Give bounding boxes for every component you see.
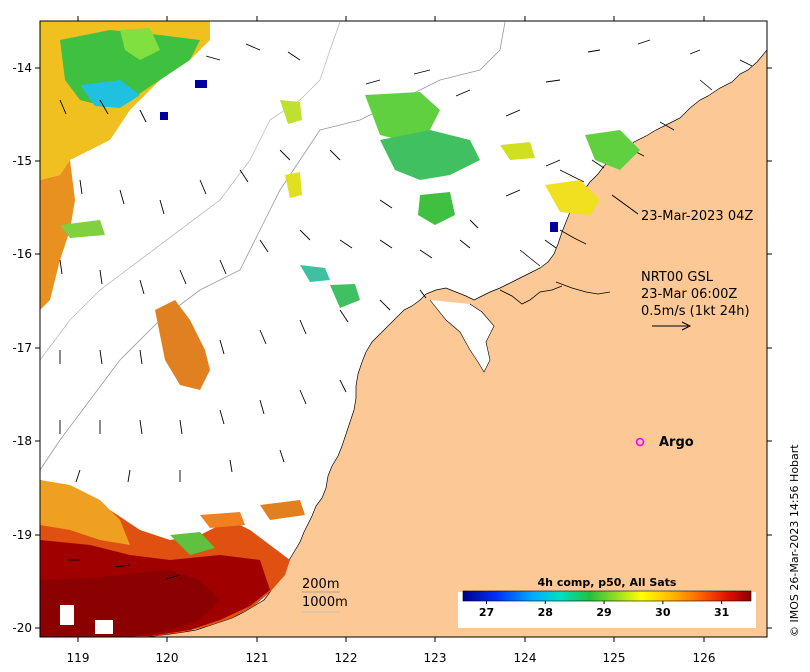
king-sound-inlet — [429, 299, 495, 373]
coast-detail — [519, 229, 587, 267]
current-model-label: NRT00 GSL — [641, 270, 714, 285]
colorbar-tick-label: 28 — [538, 606, 553, 619]
y-tick-label: -19 — [12, 528, 32, 542]
x-tick-label: 122 — [335, 651, 358, 665]
contour-200m-label: 200m — [302, 577, 339, 592]
sst-south-warm — [40, 480, 305, 637]
x-tick-label: 120 — [156, 651, 179, 665]
credit-label: © IMOS 26-Mar-2023 14:56 Hobart — [788, 444, 801, 637]
y-tick-label: -15 — [12, 154, 32, 168]
plot-frame — [39, 20, 768, 638]
y-tick-label: -20 — [12, 621, 32, 635]
current-time-label: 23-Mar 06:00Z — [641, 287, 737, 302]
colorbar-tick-label: 29 — [596, 606, 611, 619]
coast-detail — [555, 281, 611, 295]
colorbar-tick-label: 27 — [479, 606, 494, 619]
colorbar-title: 4h comp, p50, All Sats — [538, 576, 677, 589]
y-tick-label: -14 — [12, 61, 32, 75]
contour-1000m-line — [40, 21, 341, 361]
x-tick-label: 119 — [67, 651, 90, 665]
contour-200m-line — [40, 21, 506, 471]
argo-label: Argo — [659, 435, 694, 450]
contour-1000m-label: 1000m — [302, 595, 348, 610]
x-tick-label: 121 — [246, 651, 269, 665]
colorbar-tick-label: 30 — [655, 606, 671, 619]
y-tick-label: -16 — [12, 247, 32, 261]
sst-patches — [40, 21, 640, 390]
colorbar: 4h comp, p50, All Sats 27 28 29 30 31 — [458, 576, 756, 628]
x-axis — [77, 16, 705, 642]
scale-arrow — [652, 321, 692, 331]
coast-detail — [499, 285, 563, 305]
colorbar-tick-label: 31 — [714, 606, 729, 619]
y-axis — [35, 67, 772, 629]
x-tick-label: 124 — [514, 651, 537, 665]
x-tick-label: 126 — [693, 651, 716, 665]
argo-marker — [635, 437, 645, 447]
x-tick-label: 123 — [424, 651, 447, 665]
current-scale-label: 0.5m/s (1kt 24h) — [641, 304, 750, 319]
colorbar-gradient — [462, 590, 752, 602]
time-label: 23-Mar-2023 04Z — [641, 209, 753, 224]
x-tick-label: 125 — [603, 651, 626, 665]
time-label-leader — [611, 194, 639, 215]
current-vectors — [59, 39, 701, 580]
y-tick-label: -18 — [12, 434, 32, 448]
y-tick-label: -17 — [12, 341, 32, 355]
